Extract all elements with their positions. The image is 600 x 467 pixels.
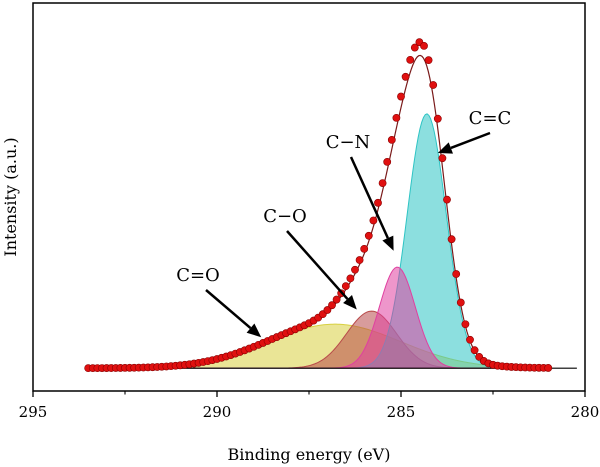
fitted-envelope [88,54,552,369]
data-point [447,235,456,244]
annotation-arrowhead-0 [437,142,453,154]
data-point [544,364,553,372]
data-point [420,42,428,50]
annotation-arrow-2 [286,230,349,300]
annotation-arrow-1 [349,156,389,239]
annotation-arrow-0 [450,131,491,150]
envelope-group [88,54,552,369]
data-point [346,274,355,283]
data-point [461,320,470,329]
data-point [387,136,396,144]
data-point [470,346,479,355]
data-point [443,195,451,204]
data-point [328,301,336,310]
annotation-arrowhead-1 [382,235,394,251]
data-point [433,114,442,123]
data-point [351,265,359,274]
data-point [364,231,373,240]
x-tick-label-0: 295 [19,403,48,421]
annotation-label-1: C−N [326,132,371,153]
data-point [424,56,433,65]
data-point [438,154,447,163]
data-point [355,256,364,264]
annotation-label-2: C−O [263,206,307,227]
data-point [401,72,410,81]
data-point [323,306,332,314]
data-point [456,298,465,307]
x-axis: 295 290 285 280 [19,391,600,421]
data-point [374,198,382,207]
x-axis-title: Binding energy (eV) [228,445,391,464]
y-axis-title: Intensity (a.u.) [1,137,20,256]
measured-points [84,38,553,373]
x-tick-label-3: 280 [571,403,600,421]
data-point [378,179,387,188]
data-point [332,295,341,304]
data-point [429,81,438,89]
data-point [383,157,392,166]
data-point [392,113,401,122]
data-point [397,92,405,101]
component-fills [87,113,553,369]
annotation-arrowhead-3 [246,323,262,338]
data-point [452,270,461,278]
annotation-label-0: C=C [469,108,512,129]
annotation-arrow-3 [205,289,252,330]
data-point [341,282,350,291]
data-point [360,244,369,253]
data-point [369,216,378,225]
data-point [410,43,419,52]
annotation-arrowhead-2 [343,295,357,310]
data-point [466,335,474,344]
annotations: C=C C−N C−O C=O [176,108,512,338]
x-tick-label-2: 285 [387,403,416,421]
annotation-label-3: C=O [176,265,220,286]
data-point [406,55,415,64]
x-tick-label-1: 290 [203,403,232,421]
